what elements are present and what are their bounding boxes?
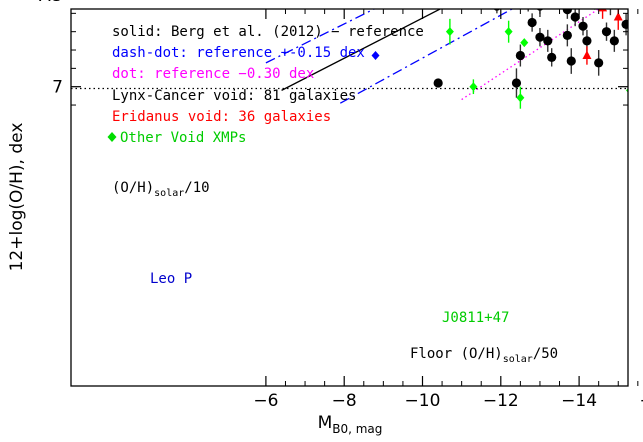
legend-marker-diamond: [107, 132, 117, 142]
x-tick-label: −8: [332, 391, 357, 411]
lynx-cancer-point: [543, 36, 553, 46]
lynx-cancer-point: [609, 36, 619, 46]
reference-line: [265, 9, 376, 64]
lynx-cancer-point: [570, 12, 580, 22]
lynx-cancer-point: [601, 27, 612, 37]
x-tick-label: −14: [561, 391, 597, 411]
legend-entry-other-xmps: Other Void XMPs: [120, 130, 246, 146]
x-tick-label: −6: [253, 391, 278, 411]
lynx-cancer-point: [594, 58, 604, 68]
legend: solid: Berg et al. (2012) − reference da…: [107, 24, 424, 146]
lynx-cancer-point: [527, 17, 537, 28]
lynx-cancer-point: [543, 0, 552, 3]
reference-line: [339, 9, 514, 104]
xmp-point: [371, 51, 380, 61]
xmp-point: [445, 27, 454, 37]
y-tick-label: 7: [52, 78, 63, 98]
lynx-cancer-point: [562, 30, 572, 40]
lynx-cancer-point: [515, 50, 525, 61]
data-points: [371, 0, 628, 109]
legend-entry-reference: solid: Berg et al. (2012) − reference: [112, 24, 424, 40]
annotation-solar-tenth: (O/H)solar/10: [112, 180, 210, 199]
plot-frame: [70, 8, 629, 387]
annotation-leo-p: Leo P: [150, 271, 192, 287]
annotation-floor: Floor (O/H)solar/50: [410, 346, 558, 365]
lynx-cancer-point: [562, 9, 572, 15]
axis-ticks: −6−8−10−12−14−16−18−2077.588.5: [36, 0, 643, 411]
legend-entry-dot: dot: reference −0.30 dex: [112, 66, 314, 82]
lynx-cancer-point: [590, 0, 599, 3]
lynx-cancer-point: [469, 0, 478, 5]
lynx-cancer-point: [621, 19, 628, 29]
xmp-point: [469, 82, 478, 92]
reference-line: [281, 9, 442, 91]
lynx-cancer-point: [582, 36, 592, 46]
eridanus-point: [598, 9, 608, 12]
legend-entry-lynx-cancer: Lynx-Cancer void: 81 galaxies: [112, 88, 356, 104]
lynx-cancer-point: [606, 0, 615, 9]
y-axis-title: 12+log(O/H), dex: [7, 123, 27, 272]
reference-lines: [71, 9, 628, 104]
annotation-j0811: J0811+47: [442, 310, 509, 326]
y-tick-label: 7.5: [36, 0, 63, 6]
x-tick-label: −12: [483, 391, 519, 411]
x-axis-title: MB0, mag: [318, 413, 383, 436]
lynx-cancer-point: [535, 32, 545, 42]
legend-entry-dash-dot: dash-dot: reference +-0.15 dex: [112, 45, 365, 61]
lynx-cancer-point: [433, 78, 443, 88]
xmp-point: [504, 27, 513, 37]
lynx-cancer-point: [566, 56, 576, 66]
x-tick-label: −16: [639, 391, 643, 411]
xmp-point: [516, 93, 525, 103]
lynx-cancer-point: [524, 0, 533, 7]
eridanus-point: [582, 50, 592, 60]
legend-entry-eridanus: Eridanus void: 36 galaxies: [112, 109, 331, 125]
x-tick-label: −10: [405, 391, 441, 411]
eridanus-point: [613, 12, 623, 21]
xmp-point: [520, 38, 529, 48]
lynx-cancer-point: [614, 0, 623, 5]
lynx-cancer-point: [547, 52, 557, 62]
lynx-cancer-point: [511, 78, 522, 88]
lynx-cancer-point: [578, 21, 588, 31]
